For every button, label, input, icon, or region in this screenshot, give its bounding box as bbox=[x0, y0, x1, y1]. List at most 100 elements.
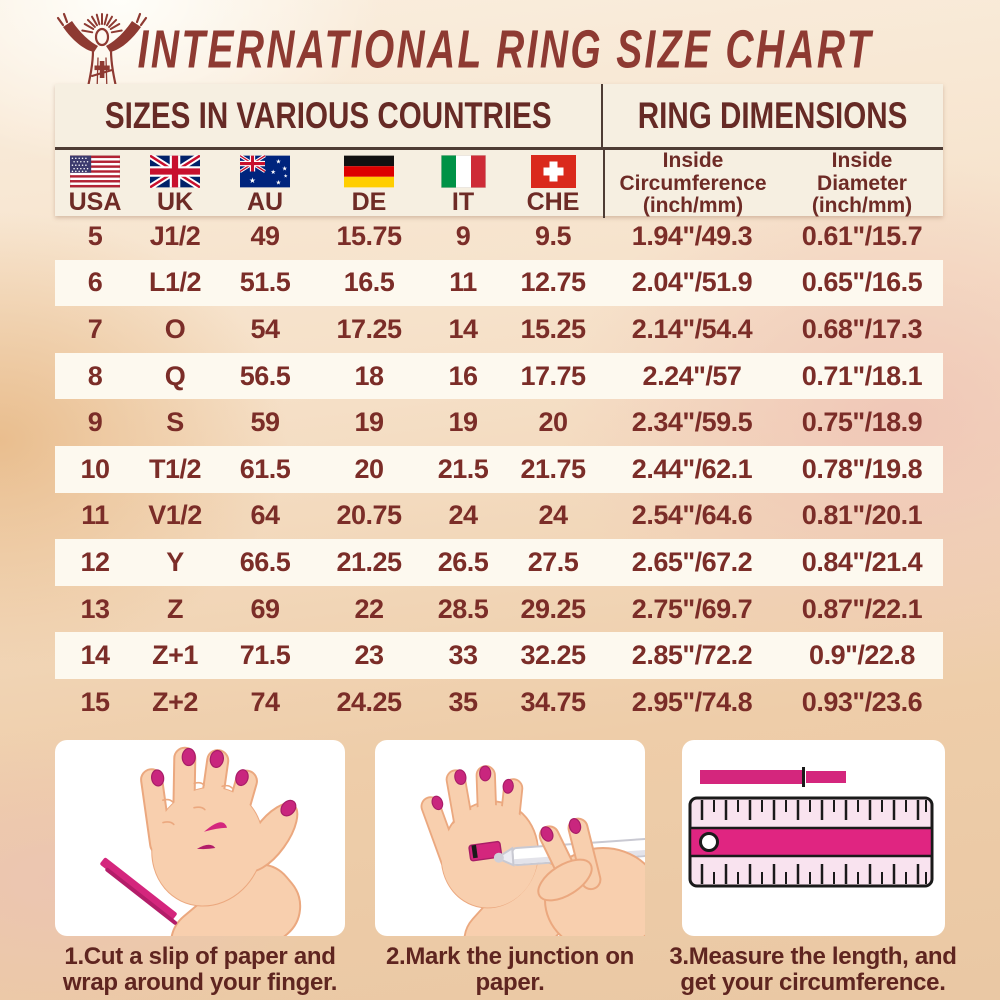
table-row: 9 S 59 19 19 20 2.34"/59.5 0.75"/18.9 bbox=[55, 399, 943, 446]
table-cell: 2.75"/69.7 bbox=[631, 593, 753, 624]
table-cell: 17.25 bbox=[336, 313, 402, 344]
table-cell: 20 bbox=[354, 453, 384, 484]
jesus-logo-icon bbox=[36, 6, 166, 99]
circumference-line2: Circumference bbox=[619, 171, 767, 195]
table-cell: 16.5 bbox=[343, 267, 395, 298]
table-cell: 21.5 bbox=[437, 453, 489, 484]
table-cell: 9 bbox=[87, 407, 103, 438]
table-cell: Z+2 bbox=[152, 686, 198, 717]
table-cell: Z bbox=[167, 593, 184, 624]
svg-text:★: ★ bbox=[249, 176, 256, 185]
column-uk: UK bbox=[135, 150, 215, 218]
table-cell: 20 bbox=[538, 407, 568, 438]
table-cell: 51.5 bbox=[239, 267, 291, 298]
table-cell: 0.75"/18.9 bbox=[801, 407, 923, 438]
table-cell: 10 bbox=[80, 453, 110, 484]
table-cell: 64 bbox=[250, 500, 280, 531]
table-cell: 0.71"/18.1 bbox=[801, 360, 923, 391]
section-header-row: SIZES IN VARIOUS COUNTRIES RING DIMENSIO… bbox=[55, 84, 943, 150]
diameter-line1: Inside bbox=[831, 149, 893, 172]
column-it: IT bbox=[423, 150, 503, 218]
table-cell: 56.5 bbox=[239, 360, 291, 391]
table-cell: 27.5 bbox=[527, 546, 579, 577]
italy-flag-icon bbox=[440, 155, 486, 188]
table-cell: 0.9"/22.8 bbox=[809, 640, 915, 671]
circumference-line3: (inch/mm) bbox=[642, 194, 744, 218]
table-cell: O bbox=[164, 313, 186, 344]
table-cell: 0.93"/23.6 bbox=[801, 686, 923, 717]
table-cell: V1/2 bbox=[148, 500, 202, 531]
table-cell: 8 bbox=[87, 360, 103, 391]
table-cell: 29.25 bbox=[520, 593, 586, 624]
table-cell: 11 bbox=[81, 500, 109, 531]
table-cell: 2.54"/64.6 bbox=[631, 500, 753, 531]
table-cell: 35 bbox=[448, 686, 478, 717]
column-inside-circumference: Inside Circumference (inch/mm) bbox=[603, 149, 781, 219]
uk-flag-icon bbox=[150, 155, 200, 188]
svg-text:★: ★ bbox=[270, 169, 276, 176]
table-cell: 5 bbox=[87, 220, 103, 251]
table-cell: Q bbox=[164, 360, 186, 391]
svg-text:★: ★ bbox=[276, 158, 282, 165]
table-cell: 12.75 bbox=[520, 267, 586, 298]
table-cell: 0.87"/22.1 bbox=[801, 593, 923, 624]
table-row: 5 J1/2 49 15.75 9 9.5 1.94"/49.3 0.61"/15.7 bbox=[55, 213, 943, 260]
table-cell: 14 bbox=[80, 640, 110, 671]
table-cell: Z+1 bbox=[152, 640, 198, 671]
column-che: CHE bbox=[503, 150, 603, 218]
table-cell: 71.5 bbox=[239, 640, 291, 671]
table-cell: 0.84"/21.4 bbox=[801, 546, 923, 577]
column-header-row: USA UK bbox=[55, 149, 943, 219]
table-cell: 2.44"/62.1 bbox=[631, 453, 753, 484]
table-cell: 59 bbox=[250, 407, 280, 438]
table-cell: 18 bbox=[354, 360, 384, 391]
table-cell: 2.95"/74.8 bbox=[631, 686, 753, 717]
table-cell: 12 bbox=[80, 546, 110, 577]
table-cell: J1/2 bbox=[149, 220, 201, 251]
table-cell: 61.5 bbox=[239, 453, 291, 484]
svg-text:★: ★ bbox=[284, 174, 288, 180]
table-cell: T1/2 bbox=[148, 453, 202, 484]
diameter-line2: Diameter bbox=[817, 171, 907, 195]
instruction-caption-2: 2.Mark the junction on paper. bbox=[385, 943, 635, 996]
column-usa: USA bbox=[55, 150, 135, 218]
table-row: 12 Y 66.5 21.25 26.5 27.5 2.65"/67.2 0.84"/21.4 bbox=[55, 539, 943, 586]
table-cell: 15.25 bbox=[520, 313, 586, 344]
switzerland-flag-icon bbox=[530, 155, 576, 188]
pink-ruler-illustration bbox=[688, 767, 934, 888]
svg-text:★: ★ bbox=[276, 179, 282, 186]
table-cell: 19 bbox=[448, 407, 478, 438]
table-cell: 32.25 bbox=[520, 640, 586, 671]
size-table: SIZES IN VARIOUS COUNTRIES RING DIMENSIO… bbox=[55, 84, 943, 219]
table-cell: 0.68"/17.3 bbox=[801, 313, 923, 344]
table-cell: 2.04"/51.9 bbox=[631, 267, 753, 298]
table-cell: 15 bbox=[80, 686, 110, 717]
table-row: 13 Z 69 22 28.5 29.25 2.75"/69.7 0.87"/22.1 bbox=[55, 586, 943, 633]
table-cell: 66.5 bbox=[239, 546, 291, 577]
table-cell: 22 bbox=[354, 593, 384, 624]
table-cell: 54 bbox=[250, 313, 280, 344]
table-row: 14 Z+1 71.5 23 33 32.25 2.85"/72.2 0.9"/22.8 bbox=[55, 632, 943, 679]
table-cell: 24 bbox=[538, 500, 568, 531]
table-cell: 9.5 bbox=[534, 220, 572, 251]
table-cell: 28.5 bbox=[437, 593, 489, 624]
table-row: 15 Z+2 74 24.25 35 34.75 2.95"/74.8 0.93"/23.6 bbox=[55, 679, 943, 726]
hands-marking-with-pen-illustration bbox=[420, 765, 645, 936]
column-usa-label: USA bbox=[68, 188, 122, 216]
instruction-card-2 bbox=[375, 740, 645, 936]
column-au-label: AU bbox=[246, 188, 284, 216]
table-row: 8 Q 56.5 18 16 17.75 2.24"/57 0.71"/18.1 bbox=[55, 352, 943, 400]
table-cell: 16 bbox=[448, 360, 478, 391]
table-cell: 9 bbox=[455, 220, 471, 251]
column-che-label: CHE bbox=[526, 188, 580, 216]
table-cell: 24.25 bbox=[336, 686, 402, 717]
table-cell: 0.61"/15.7 bbox=[801, 220, 923, 251]
table-row: 6 L1/2 51.5 16.5 11 12.75 2.04"/51.9 0.65"/16.5 bbox=[55, 259, 943, 307]
table-cell: 2.65"/67.2 bbox=[631, 546, 753, 577]
table-cell: 20.75 bbox=[336, 500, 402, 531]
header-dimensions-section: RING DIMENSIONS bbox=[603, 84, 943, 147]
column-de-label: DE bbox=[351, 188, 387, 216]
table-cell: 2.24"/57 bbox=[642, 360, 742, 391]
table-cell: 19 bbox=[354, 407, 384, 438]
